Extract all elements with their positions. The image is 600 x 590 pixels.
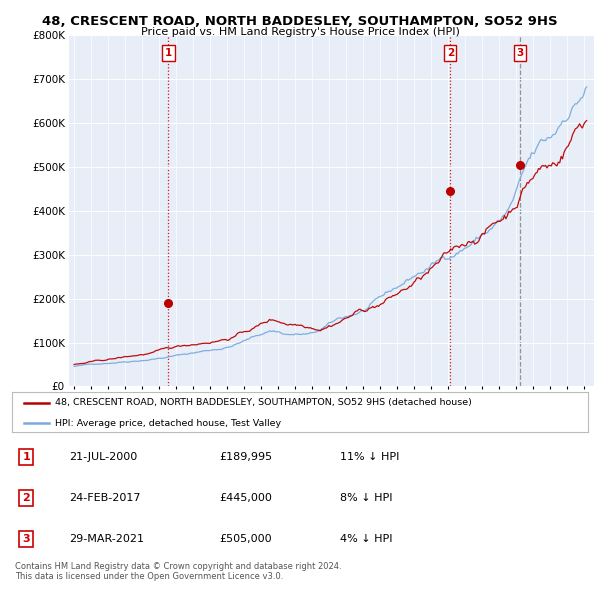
Text: This data is licensed under the Open Government Licence v3.0.: This data is licensed under the Open Gov…	[15, 572, 283, 581]
Text: 1: 1	[165, 48, 172, 58]
Text: 29-MAR-2021: 29-MAR-2021	[70, 535, 145, 544]
Text: 3: 3	[23, 535, 30, 544]
Text: 8% ↓ HPI: 8% ↓ HPI	[340, 493, 393, 503]
Text: 11% ↓ HPI: 11% ↓ HPI	[340, 452, 400, 461]
Text: 24-FEB-2017: 24-FEB-2017	[70, 493, 141, 503]
Text: Price paid vs. HM Land Registry's House Price Index (HPI): Price paid vs. HM Land Registry's House …	[140, 27, 460, 37]
Text: £189,995: £189,995	[220, 452, 272, 461]
Text: 2: 2	[23, 493, 30, 503]
Text: £445,000: £445,000	[220, 493, 272, 503]
Text: 48, CRESCENT ROAD, NORTH BADDESLEY, SOUTHAMPTON, SO52 9HS (detached house): 48, CRESCENT ROAD, NORTH BADDESLEY, SOUT…	[55, 398, 472, 408]
Text: 21-JUL-2000: 21-JUL-2000	[70, 452, 138, 461]
Text: £505,000: £505,000	[220, 535, 272, 544]
Text: 48, CRESCENT ROAD, NORTH BADDESLEY, SOUTHAMPTON, SO52 9HS: 48, CRESCENT ROAD, NORTH BADDESLEY, SOUT…	[42, 15, 558, 28]
Text: 2: 2	[446, 48, 454, 58]
Text: 1: 1	[23, 452, 30, 461]
Text: 3: 3	[516, 48, 524, 58]
Text: 4% ↓ HPI: 4% ↓ HPI	[340, 535, 393, 544]
Text: Contains HM Land Registry data © Crown copyright and database right 2024.: Contains HM Land Registry data © Crown c…	[15, 562, 341, 571]
Text: HPI: Average price, detached house, Test Valley: HPI: Average price, detached house, Test…	[55, 418, 281, 428]
